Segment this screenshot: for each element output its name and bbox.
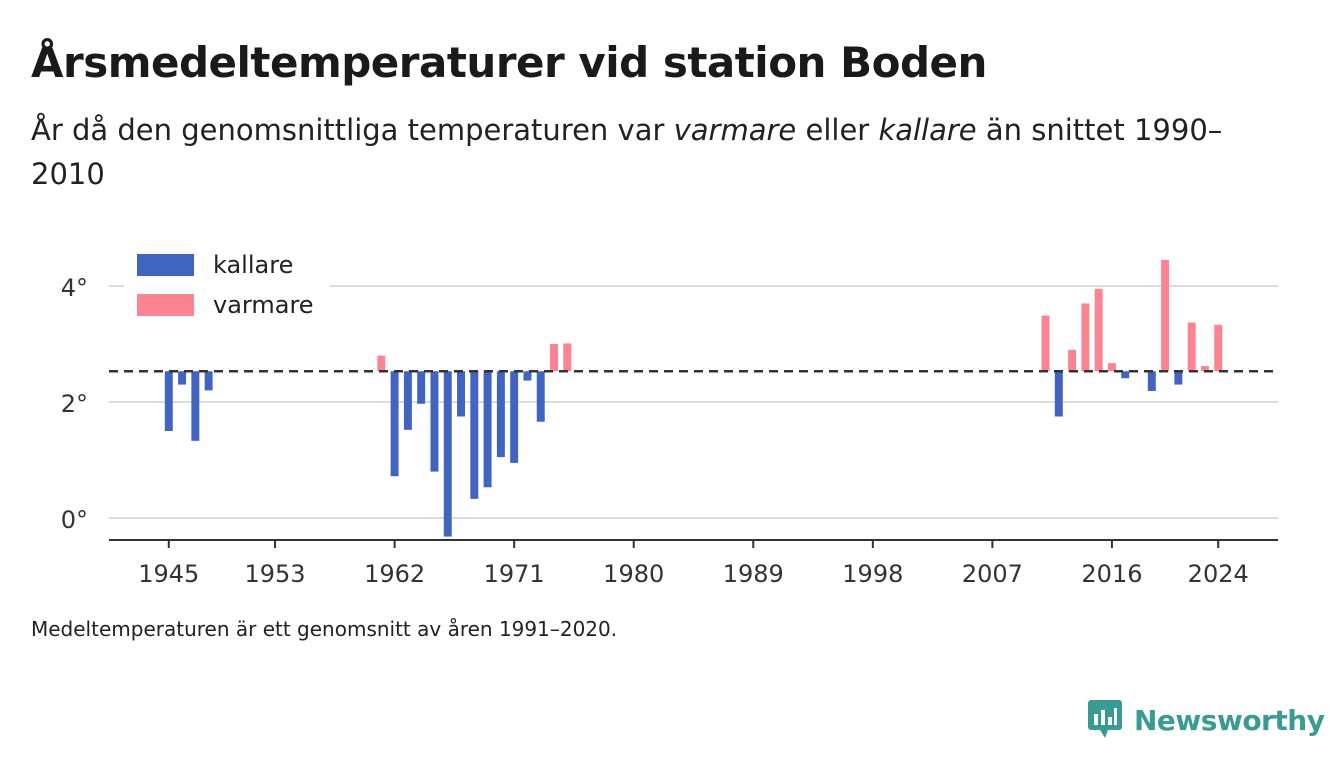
chart-title: Årsmedeltemperaturer vid station Boden (31, 38, 987, 87)
chart-subtitle: År då den genomsnittliga temperaturen va… (31, 108, 1261, 196)
bar-kallare-1969 (483, 371, 492, 488)
bar-varmare-1975 (563, 343, 572, 372)
bar-kallare-1965 (430, 371, 439, 472)
bar-kallare-2021 (1174, 371, 1183, 385)
x-axis-labels: 1945 1953 1962 1971 1980 1989 1998 2007 2016 2024 (138, 540, 1249, 588)
bar-varmare-1974 (550, 344, 559, 372)
y-tick-label: 4° (61, 274, 88, 302)
bar-kallare-1964 (417, 371, 426, 404)
bar-kallare-1947 (191, 371, 200, 441)
bar-kallare-1966 (443, 371, 452, 537)
bar-varmare-2022 (1187, 322, 1196, 372)
footnote: Medeltemperaturen är ett genomsnitt av å… (31, 617, 618, 641)
brand-name: Newsworthy (1134, 703, 1325, 737)
bar-varmare-2014 (1081, 303, 1090, 372)
x-tick-label: 2007 (962, 560, 1023, 588)
y-tick-label: 0° (61, 506, 88, 534)
x-tick-label: 1989 (723, 560, 784, 588)
bar-varmare-2015 (1094, 288, 1103, 372)
y-axis-labels: 0° 2° 4° (61, 274, 88, 534)
bar-kallare-1963 (403, 371, 412, 430)
subtitle-part2: eller (796, 113, 879, 147)
bar-kallare-1968 (470, 371, 479, 499)
bar-varmare-2024 (1214, 324, 1223, 372)
bar-kallare-1962 (390, 371, 399, 477)
bar-varmare-2011 (1041, 315, 1050, 372)
bar-kallare-1967 (457, 371, 466, 417)
legend-swatch-varmare (137, 294, 194, 316)
bar-chart: 0° 2° 4° 1945 1953 1962 1971 1980 1989 1998 2007 2… (61, 242, 1278, 588)
bar-kallare-1945 (164, 371, 173, 431)
legend-label-kallare: kallare (213, 251, 293, 279)
bar-kallare-1972 (523, 371, 532, 381)
bar-varmare-2016 (1107, 363, 1116, 372)
bar-kallare-1971 (510, 371, 519, 463)
bar-varmare-1961 (377, 355, 386, 372)
bar-varmare-2023 (1200, 366, 1209, 372)
legend-swatch-kallare (137, 254, 194, 276)
bar-kallare-2017 (1121, 371, 1130, 379)
newsworthy-logo-icon (1088, 700, 1122, 738)
bar-kallare-1948 (204, 371, 213, 391)
x-tick-label: 1945 (138, 560, 199, 588)
y-tick-label: 2° (61, 390, 88, 418)
x-tick-label: 1998 (842, 560, 903, 588)
subtitle-cold-word: kallare (878, 113, 977, 147)
subtitle-part1: År då den genomsnittliga temperaturen va… (31, 113, 674, 147)
bars (164, 259, 1223, 537)
x-tick-label: 2016 (1081, 560, 1142, 588)
bar-kallare-2019 (1147, 371, 1156, 391)
subtitle-warm-word: varmare (673, 113, 797, 147)
legend: kallare varmare (124, 242, 330, 326)
bar-varmare-2013 (1068, 349, 1077, 372)
bar-kallare-1973 (536, 371, 545, 422)
bar-varmare-2020 (1161, 259, 1170, 372)
bar-kallare-1946 (178, 371, 187, 385)
legend-label-varmare: varmare (213, 291, 314, 319)
x-tick-label: 2024 (1188, 560, 1249, 588)
x-tick-label: 1953 (245, 560, 306, 588)
bar-kallare-1970 (496, 371, 505, 458)
x-tick-label: 1962 (364, 560, 425, 588)
x-tick-label: 1971 (484, 560, 545, 588)
subtitle-part3: än snittet 1990–2010 (31, 113, 1223, 191)
bar-kallare-2012 (1054, 371, 1063, 417)
x-tick-label: 1980 (603, 560, 664, 588)
newsworthy-logo: Newsworthy (1088, 697, 1325, 743)
